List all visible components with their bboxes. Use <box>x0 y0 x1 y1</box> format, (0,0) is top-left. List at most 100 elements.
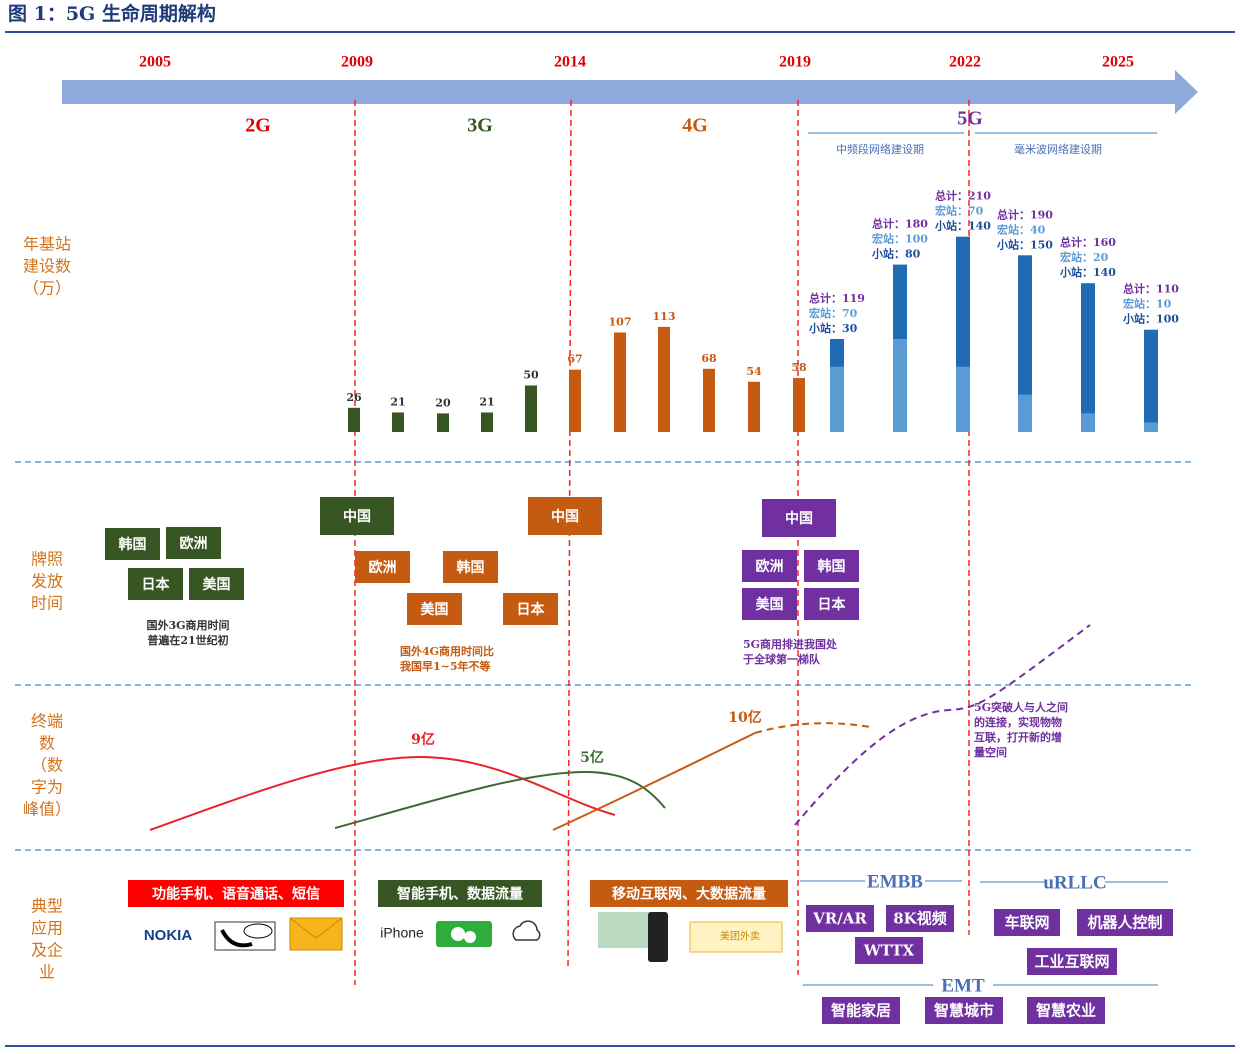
stack-label-value: 70 <box>968 205 984 218</box>
peak-label: 10亿 <box>728 709 761 726</box>
license-box <box>443 551 498 583</box>
license-box-label: 欧洲 <box>180 535 208 552</box>
era-header-label: 移动互联网、大数据流量 <box>612 886 766 903</box>
license-box-label: 美国 <box>203 576 231 593</box>
bar-value: 21 <box>390 395 405 408</box>
generation-label: 5G <box>957 108 983 130</box>
envelope-icon <box>289 917 343 951</box>
stack-label-name: 小站： <box>996 237 1030 251</box>
wechat-bubble <box>464 931 476 943</box>
stack-label-name: 总计： <box>935 189 968 203</box>
year-label: 2005 <box>139 54 171 71</box>
meituan-logo <box>689 921 783 953</box>
terminal-note: 5G突破人与人之间 <box>974 700 1068 714</box>
row-label: 年基站 <box>23 235 71 254</box>
stack-label: 总计：180 <box>872 217 928 231</box>
stack-label-name: 小站： <box>808 321 842 335</box>
app-box-label: 智慧城市 <box>934 1002 994 1020</box>
era-header <box>128 880 344 907</box>
bar-small <box>1018 255 1032 395</box>
app-box <box>806 905 874 932</box>
stack-label: 宏站：40 <box>997 222 1046 236</box>
stack-label-name: 小站： <box>871 247 905 261</box>
stack-label: 总计：160 <box>1060 235 1116 249</box>
terminal-note: 互联，打开新的增 <box>974 730 1062 744</box>
curve-2g <box>149 755 616 831</box>
stack-label-name: 小站： <box>1122 312 1156 326</box>
stack-label-value: 30 <box>842 322 858 335</box>
stack-label-value: 80 <box>905 248 921 261</box>
stack-label: 总计：110 <box>1123 282 1179 296</box>
app-box-label: 机器人控制 <box>1087 914 1162 932</box>
terminal-note: 量空间 <box>974 745 1007 759</box>
license-box <box>528 497 602 535</box>
license-box-label: 日本 <box>142 576 171 593</box>
bar <box>525 385 537 432</box>
license-box-label: 日本 <box>517 601 546 618</box>
stack-label: 总计：190 <box>997 207 1053 221</box>
license-box-label: 韩国 <box>818 558 846 575</box>
license-box-label: 韩国 <box>457 559 485 576</box>
license-box-label: 欧洲 <box>756 558 784 575</box>
stack-label-value: 180 <box>905 218 928 231</box>
scope-label: EMBB <box>867 871 923 892</box>
figure-title: 图 1：5G 生命周期解构 <box>8 2 216 25</box>
license-box <box>804 588 859 620</box>
row-label: 及企 <box>31 941 63 960</box>
app-box-label: VR/AR <box>812 910 867 928</box>
row-label: 典型 <box>31 897 63 916</box>
wechat-bubble <box>451 927 465 941</box>
stack-label: 小站：30 <box>808 321 858 335</box>
stack-label-value: 100 <box>1156 313 1179 326</box>
phone-handset <box>220 929 253 948</box>
app-box-label: WTTX <box>863 942 915 960</box>
scope-label: uRLLC <box>1043 872 1106 893</box>
cloud-icon <box>512 920 541 941</box>
stack-label: 宏站：70 <box>809 306 858 320</box>
stack-label-name: 宏站： <box>809 306 842 320</box>
row-label: 发放 <box>31 572 63 591</box>
license-note: 普遍在21世纪初 <box>147 633 228 647</box>
curve-4g <box>552 732 756 831</box>
row-label: 业 <box>39 963 55 982</box>
bar-macro <box>956 366 970 432</box>
row-label: 数 <box>39 734 55 753</box>
stack-label-name: 宏站： <box>997 222 1030 236</box>
license-box <box>407 593 462 625</box>
stack-label-value: 140 <box>968 220 991 233</box>
row-label: 峰值） <box>23 800 71 819</box>
app-box <box>886 905 954 932</box>
bar <box>793 378 805 432</box>
app-box-label: 车联网 <box>1004 914 1049 932</box>
app-box-label: 8K视频 <box>893 910 946 928</box>
bar-macro <box>893 339 907 432</box>
stack-label-name: 总计： <box>872 217 905 231</box>
timeline-arrow <box>62 70 1198 114</box>
stack-label-value: 190 <box>1030 208 1053 221</box>
stack-label: 宏站：70 <box>935 204 984 218</box>
stack-label: 宏站：100 <box>872 232 928 246</box>
logo-text: 美团外卖 <box>720 930 760 943</box>
envelope-flap <box>289 917 343 939</box>
bar-small <box>893 264 907 339</box>
bar <box>437 413 449 432</box>
app-box <box>994 909 1060 936</box>
app-box <box>925 997 1003 1024</box>
app-box <box>1027 948 1117 975</box>
license-box-label: 韩国 <box>119 536 147 553</box>
bar-value: 54 <box>746 365 762 378</box>
license-note: 我国早1~5年不等 <box>400 659 491 673</box>
bar-value: 20 <box>435 396 451 409</box>
stack-label-value: 160 <box>1093 236 1116 249</box>
license-box <box>503 593 558 625</box>
stack-label-value: 70 <box>842 307 858 320</box>
bar <box>348 407 360 432</box>
license-box <box>804 550 859 582</box>
stack-label-name: 总计： <box>997 207 1030 221</box>
license-note: 5G商用排进我国处 <box>743 637 838 651</box>
stack-label-value: 110 <box>1156 283 1179 296</box>
logo-text: iPhone <box>380 925 424 941</box>
bar-small <box>1144 329 1158 423</box>
row-label: 建设数 <box>23 257 71 276</box>
year-label: 2014 <box>554 54 586 71</box>
